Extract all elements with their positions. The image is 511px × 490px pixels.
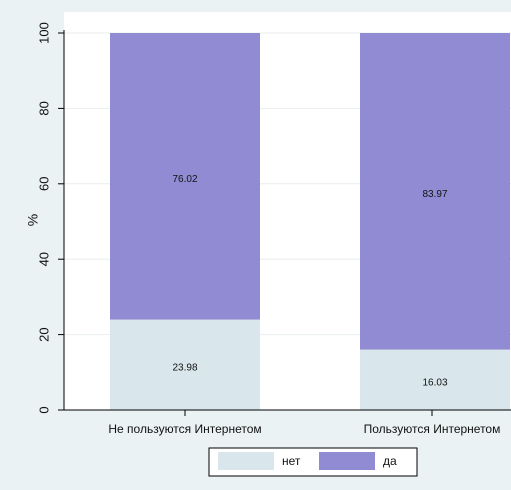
bars bbox=[110, 33, 510, 410]
value-label-нет-2: 16.03 bbox=[422, 377, 447, 388]
y-tick-label-20: 20 bbox=[36, 327, 51, 341]
value-labels: 23.98 76.02 16.03 83.97 bbox=[172, 174, 447, 388]
y-tick-label-60: 60 bbox=[36, 177, 51, 191]
y-tick-label-80: 80 bbox=[36, 101, 51, 115]
y-tick-labels: 0 20 40 60 80 100 bbox=[36, 22, 51, 413]
legend: нет да bbox=[208, 447, 418, 477]
category-label-2: Пользуются Интернетом bbox=[364, 422, 501, 436]
legend-swatch-нет bbox=[218, 452, 274, 470]
value-label-да-2: 83.97 bbox=[422, 189, 447, 200]
axes bbox=[58, 30, 511, 416]
bar-segment-нет-2 bbox=[360, 349, 510, 410]
value-label-нет-1: 23.98 bbox=[172, 362, 197, 373]
bar-segment-да-2 bbox=[360, 33, 510, 350]
bar-segment-нет-1 bbox=[110, 319, 260, 410]
y-tick-label-0: 0 bbox=[36, 406, 51, 413]
category-label-1: Не пользуются Интернетом bbox=[108, 422, 261, 436]
y-tick-label-40: 40 bbox=[36, 252, 51, 266]
y-tick-label-100: 100 bbox=[36, 22, 51, 44]
bar-segment-да-1 bbox=[110, 33, 260, 320]
legend-label-да: да bbox=[383, 454, 397, 468]
x-category-labels: Не пользуются Интернетом Пользуются Интер… bbox=[108, 422, 500, 436]
legend-label-нет: нет bbox=[282, 454, 301, 468]
legend-swatch-да bbox=[319, 452, 375, 470]
value-label-да-1: 76.02 bbox=[172, 174, 197, 185]
y-axis-title: % bbox=[25, 214, 41, 226]
